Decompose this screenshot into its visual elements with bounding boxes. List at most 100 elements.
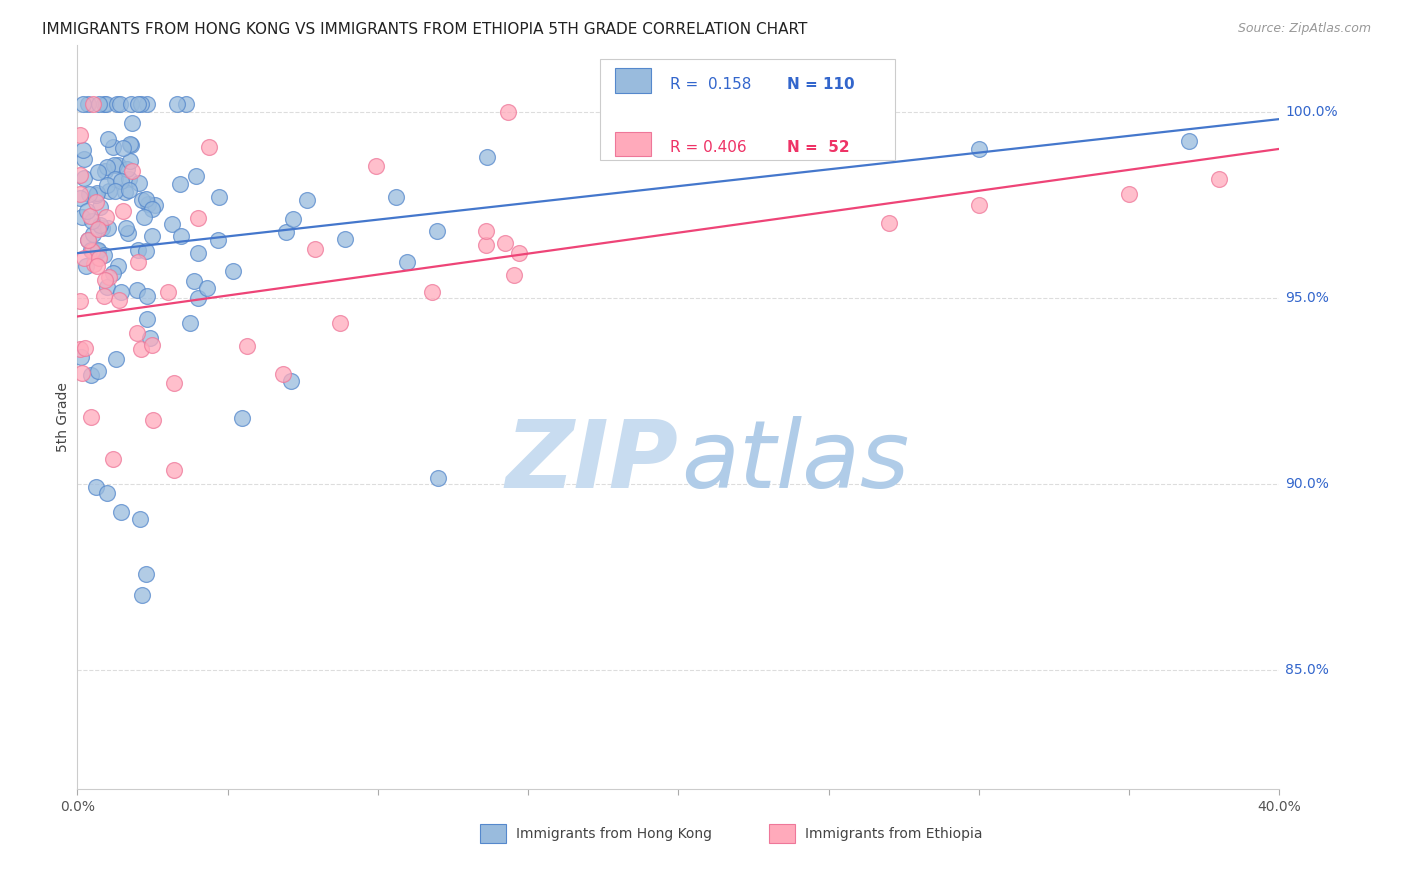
Point [170, 229, 193, 244]
Point [82, 97, 104, 112]
Point [498, 105, 520, 120]
Point [163, 376, 186, 391]
Point [1178, 135, 1201, 149]
Point [127, 97, 149, 112]
FancyBboxPatch shape [614, 132, 651, 156]
Text: N =  52: N = 52 [786, 140, 849, 155]
Point [118, 171, 141, 186]
Point [127, 326, 149, 340]
Point [72, 144, 94, 158]
Text: R = 0.406: R = 0.406 [671, 140, 747, 155]
Point [70, 210, 93, 224]
Point [231, 411, 253, 425]
Point [364, 160, 387, 174]
Point [420, 285, 443, 299]
Point [80, 244, 103, 258]
Point [135, 244, 157, 259]
Point [69, 169, 91, 183]
Point [475, 150, 498, 164]
Point [69, 351, 91, 365]
Text: IMMIGRANTS FROM HONG KONG VS IMMIGRANTS FROM ETHIOPIA 5TH GRADE CORRELATION CHAR: IMMIGRANTS FROM HONG KONG VS IMMIGRANTS … [42, 22, 807, 37]
Point [103, 158, 125, 172]
Text: Immigrants from Hong Kong: Immigrants from Hong Kong [516, 827, 711, 841]
Point [169, 178, 191, 192]
Point [110, 505, 132, 519]
Point [73, 251, 96, 265]
Point [79, 210, 101, 224]
Point [142, 413, 165, 427]
Point [87, 222, 110, 236]
Point [86, 259, 108, 273]
Point [87, 364, 110, 378]
Point [101, 452, 124, 467]
Point [235, 339, 257, 353]
Point [129, 97, 152, 112]
Point [128, 512, 150, 526]
Text: R =  0.158: R = 0.158 [671, 77, 751, 92]
Point [86, 186, 108, 201]
Text: atlas: atlas [681, 417, 910, 508]
FancyBboxPatch shape [769, 824, 794, 843]
Point [96, 280, 118, 294]
Point [280, 374, 302, 388]
Point [75, 341, 97, 355]
Text: 85.0%: 85.0% [1285, 664, 1329, 677]
Point [131, 588, 153, 602]
Point [281, 212, 304, 227]
Y-axis label: 5th Grade: 5th Grade [56, 382, 70, 452]
Point [967, 142, 990, 156]
Point [101, 266, 124, 280]
Point [77, 233, 100, 247]
Point [208, 190, 231, 204]
Point [104, 352, 127, 367]
Point [120, 97, 142, 112]
Point [108, 97, 131, 112]
Text: ZIP: ZIP [506, 416, 679, 508]
Point [96, 97, 118, 112]
Point [967, 198, 990, 212]
Point [186, 169, 208, 183]
Text: N = 110: N = 110 [786, 77, 855, 92]
Point [87, 97, 110, 112]
Point [127, 283, 149, 297]
Point [129, 343, 152, 357]
Point [69, 128, 91, 143]
Point [76, 204, 98, 219]
Point [97, 220, 120, 235]
Point [475, 224, 498, 238]
Point [160, 218, 183, 232]
Text: Source: ZipAtlas.com: Source: ZipAtlas.com [1237, 22, 1371, 36]
Point [73, 153, 96, 167]
Point [135, 289, 157, 303]
Point [135, 97, 157, 112]
Point [132, 210, 155, 224]
Point [93, 288, 115, 302]
FancyBboxPatch shape [479, 824, 506, 843]
Point [156, 285, 179, 299]
Point [1118, 186, 1140, 201]
Point [69, 342, 91, 356]
Point [117, 161, 139, 176]
Point [112, 204, 135, 219]
Point [295, 193, 318, 207]
Point [94, 210, 117, 224]
Point [89, 218, 111, 232]
Point [145, 198, 167, 212]
Point [73, 171, 96, 186]
Point [84, 480, 107, 494]
Point [304, 242, 326, 256]
Point [84, 194, 107, 209]
Point [77, 187, 100, 202]
Point [96, 160, 118, 174]
Point [183, 274, 205, 288]
Point [141, 337, 163, 351]
Point [174, 97, 197, 112]
Text: Immigrants from Ethiopia: Immigrants from Ethiopia [804, 827, 983, 841]
Point [187, 211, 209, 226]
Point [69, 191, 91, 205]
Point [503, 268, 526, 282]
Point [187, 291, 209, 305]
Point [329, 317, 352, 331]
Point [83, 257, 105, 271]
Point [87, 165, 110, 179]
